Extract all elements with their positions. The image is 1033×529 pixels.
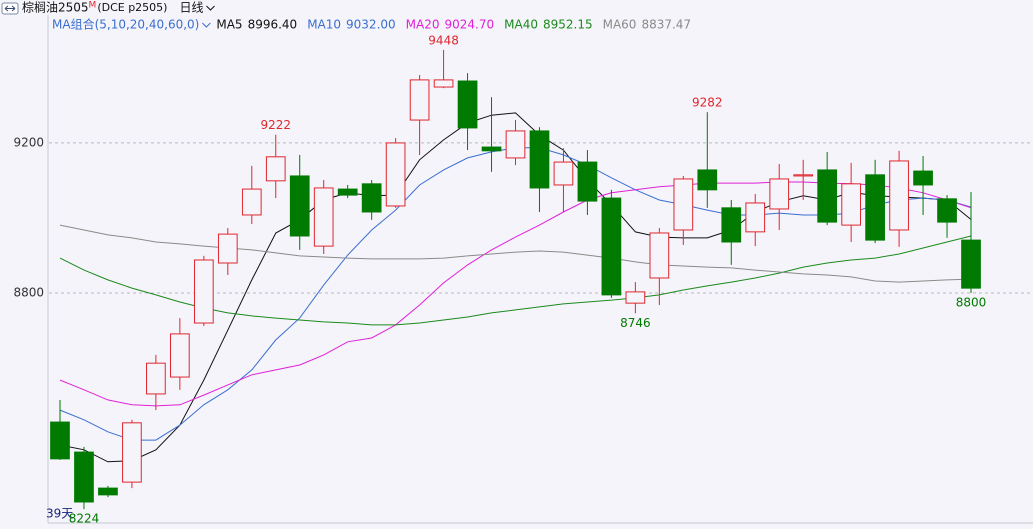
legend-label: MA60 <box>603 18 637 32</box>
menu-icon[interactable] <box>1 2 19 15</box>
candle-body <box>697 169 718 191</box>
period-selector[interactable]: 日线 <box>179 1 203 15</box>
extreme-label: 9222 <box>260 118 291 132</box>
extreme-label: 8224 <box>69 512 100 526</box>
candle-body <box>217 233 238 264</box>
instrument-flag: M <box>89 1 97 11</box>
candle-body <box>481 146 502 152</box>
instrument-name: 棕榈油2505 <box>22 0 89 15</box>
legend-value: 8952.15 <box>543 18 593 32</box>
candle-body <box>409 79 430 121</box>
candle-body <box>793 174 814 177</box>
ma-group-selector[interactable]: MA组合(5,10,20,40,60,0) <box>52 17 199 32</box>
period-chevron[interactable] <box>206 5 215 11</box>
y-tick-label: 9200 <box>13 135 44 149</box>
instrument-code: (DCE p2505) <box>97 1 167 14</box>
candle-body <box>361 183 382 213</box>
candle-body <box>769 178 790 210</box>
ma-line <box>59 224 972 283</box>
candle-body <box>625 291 646 304</box>
candle-body <box>170 333 190 378</box>
candle-body <box>433 79 454 88</box>
candle-body <box>721 207 742 243</box>
candle-body <box>385 142 406 207</box>
legend-label: MA40 <box>504 18 538 32</box>
candle-body <box>505 130 526 159</box>
legend-value: 9032.00 <box>346 18 396 32</box>
extreme-label: 8800 <box>956 296 987 310</box>
candle-body <box>265 156 286 182</box>
candle-body <box>337 188 358 196</box>
candle-body <box>937 198 957 223</box>
extreme-label: 9282 <box>692 96 723 110</box>
extreme-label: 9448 <box>428 33 459 47</box>
candle-body <box>649 232 670 279</box>
candle-body <box>673 178 694 231</box>
candle-body <box>865 174 885 241</box>
candle-body <box>913 170 933 186</box>
candle-body <box>577 161 598 202</box>
candle-body <box>841 183 861 226</box>
candle-body <box>745 202 766 233</box>
candle-body <box>193 259 214 324</box>
candle-body <box>98 487 118 496</box>
candle-body <box>457 80 478 129</box>
legend-value: 8996.40 <box>248 18 298 32</box>
candle-body <box>50 421 70 460</box>
legend-label: MA5 <box>216 18 242 32</box>
legend-label: MA10 <box>307 18 341 32</box>
candle-body <box>146 362 166 395</box>
extreme-label: 8746 <box>620 316 651 330</box>
candle-body <box>289 175 310 237</box>
candle-body <box>529 130 550 189</box>
candle-body <box>601 197 622 296</box>
footer-days: 39天 <box>46 507 73 521</box>
candle-body <box>313 187 334 247</box>
candle-body <box>553 161 574 186</box>
legend-value: 9024.70 <box>445 18 495 32</box>
candle-body <box>961 239 981 289</box>
ma-group-chevron[interactable] <box>202 22 211 28</box>
candle-body <box>817 169 838 223</box>
legend-value: 8837.47 <box>641 18 691 32</box>
candle-body <box>241 188 262 216</box>
candle-body <box>889 160 909 231</box>
legend-label: MA20 <box>406 18 440 32</box>
candle-body <box>122 422 142 483</box>
candle-body <box>74 451 94 503</box>
y-tick-label: 8800 <box>13 286 44 300</box>
